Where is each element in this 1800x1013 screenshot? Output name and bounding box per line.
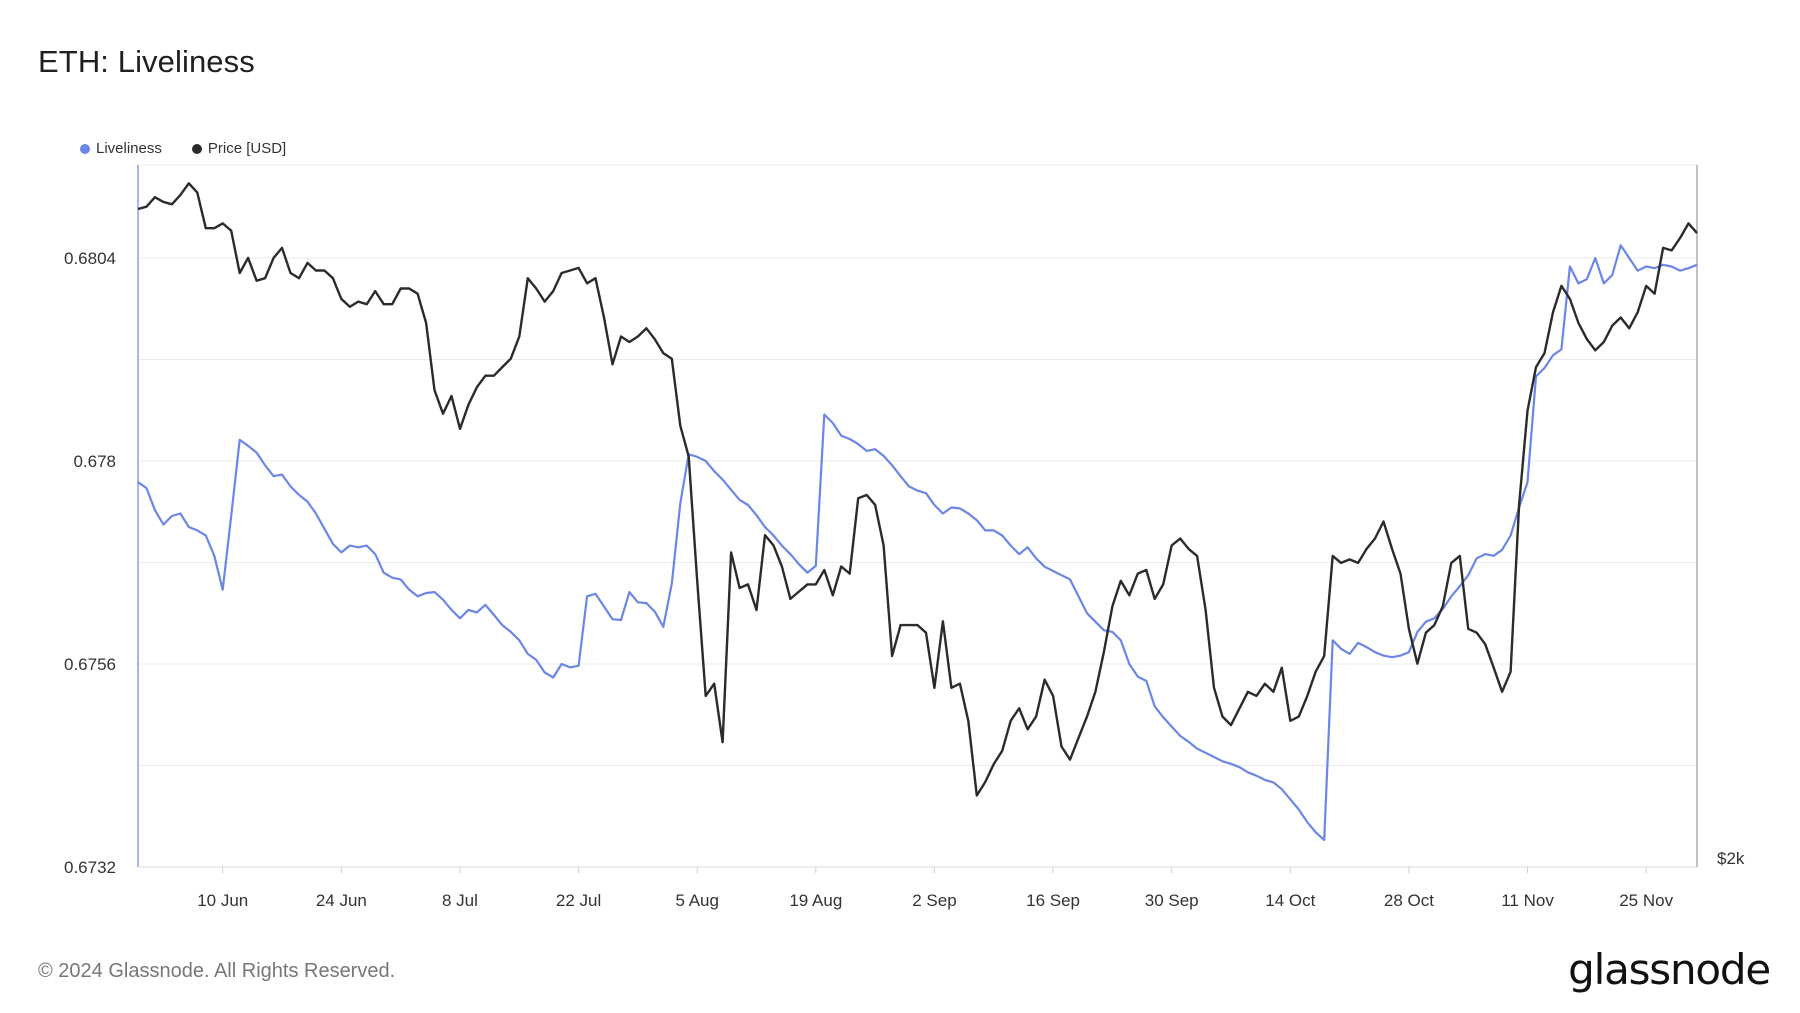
x-tick-label: 8 Jul (442, 891, 478, 910)
plot-area (137, 164, 1698, 868)
chart-legend: Liveliness Price [USD] (80, 140, 286, 157)
y-right-tick-label: $2k (1717, 849, 1745, 868)
legend-label: Liveliness (96, 140, 162, 157)
x-tick-label: 11 Nov (1501, 891, 1554, 910)
liveliness-line (137, 244, 1698, 841)
x-tick-label: 28 Oct (1384, 891, 1434, 910)
glassnode-logo: glassnode (1568, 945, 1771, 994)
legend-label: Price [USD] (207, 140, 287, 157)
x-tick-label: 30 Sep (1145, 891, 1199, 910)
y-tick-label: 0.6732 (64, 858, 116, 877)
x-tick-label: 16 Sep (1026, 891, 1080, 910)
chart-title: ETH: Liveliness (38, 44, 255, 79)
x-tick-label: 14 Oct (1265, 891, 1315, 910)
x-tick-label: 2 Sep (912, 891, 956, 910)
x-tick-label: 19 Aug (789, 891, 842, 910)
legend-item-liveliness[interactable]: Liveliness (80, 140, 162, 157)
x-tick-label: 22 Jul (556, 891, 601, 910)
y-tick-label: 0.6804 (64, 249, 116, 268)
legend-item-price[interactable]: Price [USD] (191, 140, 287, 157)
x-tick-label: 24 Jun (316, 891, 367, 910)
y-tick-label: 0.6756 (64, 655, 116, 674)
price-line (137, 182, 1698, 797)
y-tick-label: 0.678 (73, 452, 116, 471)
copyright-text: © 2024 Glassnode. All Rights Reserved. (38, 960, 396, 982)
x-tick-label: 10 Jun (197, 891, 248, 910)
x-tick-label: 5 Aug (675, 891, 719, 910)
x-tick-label: 25 Nov (1619, 891, 1673, 910)
legend-dot-icon (80, 143, 90, 154)
legend-dot-icon (191, 143, 202, 154)
